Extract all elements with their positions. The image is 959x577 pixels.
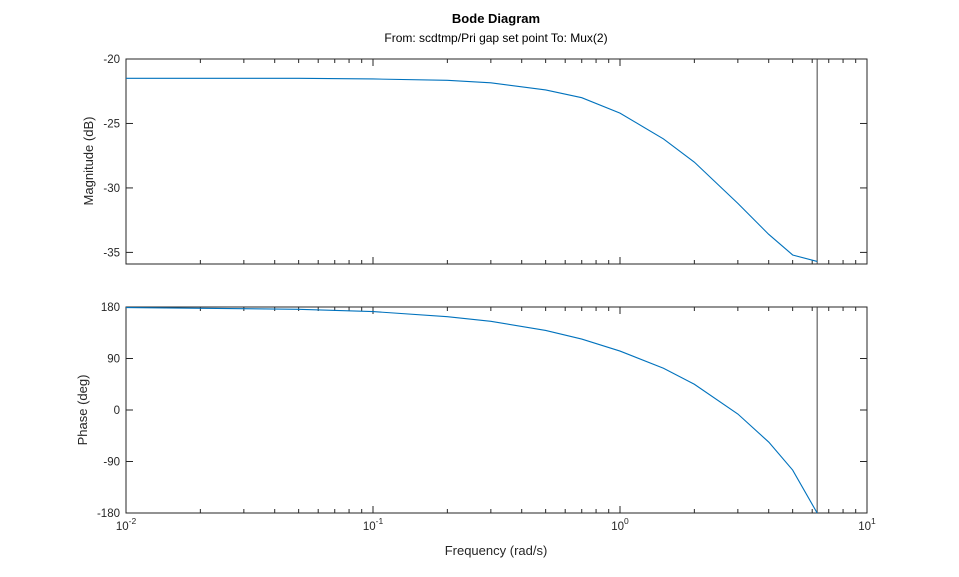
- x-tick-label: 100: [611, 516, 629, 533]
- phase-ytick-label: 90: [107, 354, 120, 366]
- magnitude-ytick-label: -20: [103, 54, 120, 66]
- magnitude-plot-frame: [125, 58, 868, 265]
- chart-title: Bode Diagram: [452, 11, 540, 26]
- phase-ytick-label: 180: [101, 302, 120, 314]
- x-tick-labels: 10-2 10-1 100 101: [116, 516, 876, 533]
- x-tick-label: 101: [858, 516, 876, 533]
- magnitude-axes: -20 -25 -30 -35 Magnitude (dB): [81, 54, 868, 265]
- phase-axes: 180 90 0 -90 -180 Phase (deg): [75, 302, 868, 520]
- phase-ytick-label: -180: [97, 508, 120, 520]
- x-tick-label: 10-2: [116, 516, 137, 533]
- magnitude-curve: [126, 77, 818, 262]
- phase-tick-group: 180 90 0 -90 -180: [97, 302, 867, 520]
- magnitude-ytick-label: -25: [103, 118, 120, 130]
- x-tick-label: 10-1: [363, 516, 384, 533]
- x-axis-label: Frequency (rad/s): [445, 543, 548, 558]
- magnitude-tick-group: -20 -25 -30 -35: [103, 54, 867, 264]
- phase-plot-frame: [125, 306, 868, 514]
- phase-curve: [125, 307, 818, 514]
- chart-subtitle: From: scdtmp/Pri gap set point To: Mux(2…: [384, 31, 607, 45]
- phase-ytick-label: 0: [114, 405, 120, 417]
- phase-y-label: Phase (deg): [75, 375, 90, 446]
- phase-ytick-label: -90: [103, 457, 120, 469]
- magnitude-ytick-label: -35: [103, 247, 120, 259]
- magnitude-y-label: Magnitude (dB): [81, 117, 96, 206]
- magnitude-ytick-label: -30: [103, 183, 120, 195]
